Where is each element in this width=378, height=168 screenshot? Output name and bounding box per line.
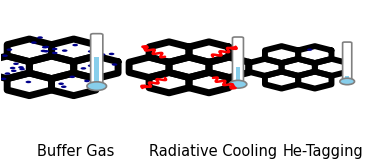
- Polygon shape: [29, 56, 74, 79]
- Text: Radiative Cooling: Radiative Cooling: [149, 144, 277, 159]
- Circle shape: [90, 71, 96, 74]
- FancyBboxPatch shape: [91, 34, 103, 86]
- Polygon shape: [189, 42, 229, 62]
- Polygon shape: [229, 85, 235, 88]
- Polygon shape: [149, 72, 189, 93]
- Polygon shape: [169, 57, 209, 78]
- Circle shape: [42, 46, 48, 48]
- Polygon shape: [265, 72, 298, 89]
- Circle shape: [61, 86, 67, 88]
- Circle shape: [0, 51, 1, 53]
- Polygon shape: [298, 72, 332, 89]
- Circle shape: [6, 48, 12, 51]
- Polygon shape: [129, 57, 169, 78]
- Circle shape: [88, 65, 93, 67]
- FancyBboxPatch shape: [342, 42, 352, 81]
- Circle shape: [109, 53, 115, 55]
- Polygon shape: [265, 46, 298, 63]
- Circle shape: [5, 72, 10, 75]
- Circle shape: [88, 50, 93, 53]
- Circle shape: [2, 54, 8, 57]
- Circle shape: [1, 78, 6, 80]
- Circle shape: [18, 66, 24, 69]
- Circle shape: [229, 80, 247, 88]
- Circle shape: [81, 67, 86, 70]
- Circle shape: [112, 63, 117, 66]
- Polygon shape: [51, 39, 96, 62]
- Polygon shape: [149, 42, 189, 62]
- Polygon shape: [248, 59, 282, 76]
- Circle shape: [100, 53, 105, 56]
- Circle shape: [52, 48, 57, 50]
- Polygon shape: [51, 73, 96, 96]
- Polygon shape: [74, 56, 118, 79]
- Circle shape: [13, 62, 19, 65]
- Circle shape: [58, 82, 64, 85]
- Polygon shape: [143, 85, 149, 88]
- Circle shape: [91, 47, 97, 50]
- Circle shape: [37, 36, 43, 39]
- Polygon shape: [0, 56, 29, 79]
- FancyBboxPatch shape: [232, 37, 243, 84]
- Circle shape: [340, 78, 355, 85]
- Polygon shape: [282, 59, 315, 76]
- Bar: [94, 57, 99, 85]
- Text: He-Tagging: He-Tagging: [282, 144, 363, 159]
- Circle shape: [43, 50, 49, 53]
- Circle shape: [43, 46, 49, 48]
- Polygon shape: [229, 47, 235, 49]
- Circle shape: [84, 80, 90, 82]
- Polygon shape: [315, 59, 348, 76]
- Polygon shape: [298, 46, 332, 63]
- Circle shape: [40, 50, 46, 52]
- Circle shape: [52, 52, 57, 54]
- Circle shape: [19, 68, 25, 70]
- Circle shape: [11, 70, 17, 72]
- Polygon shape: [143, 47, 149, 49]
- Bar: [235, 67, 240, 83]
- Circle shape: [87, 82, 107, 90]
- Circle shape: [70, 76, 75, 78]
- Circle shape: [62, 49, 68, 52]
- Circle shape: [307, 48, 312, 51]
- Circle shape: [31, 41, 37, 44]
- Circle shape: [26, 81, 31, 83]
- Polygon shape: [209, 57, 249, 78]
- Bar: [345, 76, 349, 80]
- Text: Buffer Gas: Buffer Gas: [37, 144, 115, 159]
- Polygon shape: [7, 73, 51, 96]
- Polygon shape: [189, 72, 229, 93]
- Circle shape: [10, 67, 15, 69]
- Polygon shape: [7, 39, 51, 62]
- Circle shape: [94, 68, 100, 71]
- Circle shape: [72, 44, 78, 46]
